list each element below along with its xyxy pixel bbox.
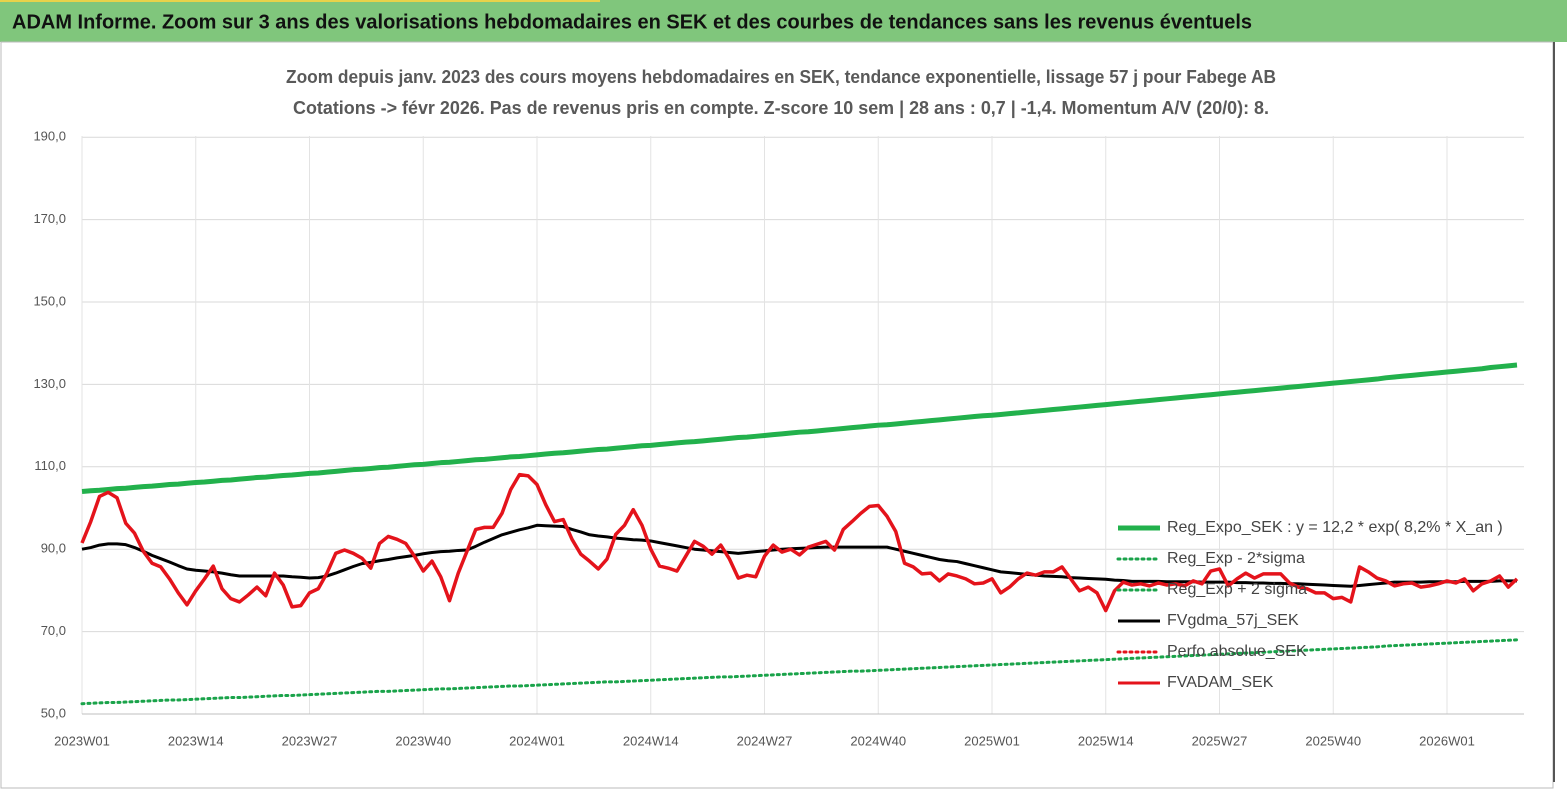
y-tick-label: 70,0: [41, 623, 66, 638]
legend-label: FVADAM_SEK: [1167, 674, 1274, 691]
x-tick-label: 2024W27: [737, 733, 793, 748]
series-line: [80, 638, 1519, 706]
series-line: [80, 472, 1519, 613]
x-tick-label: 2023W01: [54, 733, 110, 748]
chart-title: ADAM Informe. Zoom sur 3 ans des valoris…: [12, 11, 1252, 33]
x-tick-label: 2023W14: [168, 733, 224, 748]
y-tick-label: 190,0: [33, 129, 66, 144]
y-tick-label: 90,0: [41, 541, 66, 556]
subtitle-box: [282, 60, 1280, 128]
series-line: [81, 362, 1518, 495]
x-tick-label: 2025W01: [964, 733, 1020, 748]
y-tick-label: 50,0: [41, 705, 66, 720]
x-tick-label: 2025W27: [1192, 733, 1248, 748]
header-bar: [0, 0, 1567, 42]
legend-label: Reg_Expo_SEK : y = 12,2 * exp( 8,2% * X_…: [1167, 519, 1503, 536]
chart-subtitle: Cotations -> févr 2026. Pas de revenus p…: [293, 98, 1269, 118]
series-group: [80, 362, 1519, 706]
x-tick-label: 2024W14: [623, 733, 679, 748]
chart-subtitle: Zoom depuis janv. 2023 des cours moyens …: [286, 67, 1276, 87]
x-tick-label: 2025W40: [1305, 733, 1361, 748]
y-tick-label: 110,0: [34, 458, 66, 473]
x-tick-label: 2024W01: [509, 733, 565, 748]
y-tick-label: 150,0: [33, 293, 66, 308]
legend-label: Reg_Exp - 2*sigma: [1167, 550, 1305, 567]
legend-label: Reg_Exp + 2 sigma: [1167, 581, 1307, 598]
x-tick-label: 2023W27: [282, 733, 338, 748]
x-tick-label: 2023W40: [395, 733, 451, 748]
x-tick-label: 2024W40: [850, 733, 906, 748]
legend-label: Perfo absolue_SEK: [1167, 643, 1307, 660]
y-tick-label: 130,0: [33, 376, 66, 391]
legend-label: FVgdma_57j_SEK: [1167, 612, 1299, 629]
x-tick-label: 2025W14: [1078, 733, 1134, 748]
y-tick-label: 170,0: [33, 211, 66, 226]
x-tick-label: 2026W01: [1419, 733, 1475, 748]
series-line: [81, 523, 1517, 588]
